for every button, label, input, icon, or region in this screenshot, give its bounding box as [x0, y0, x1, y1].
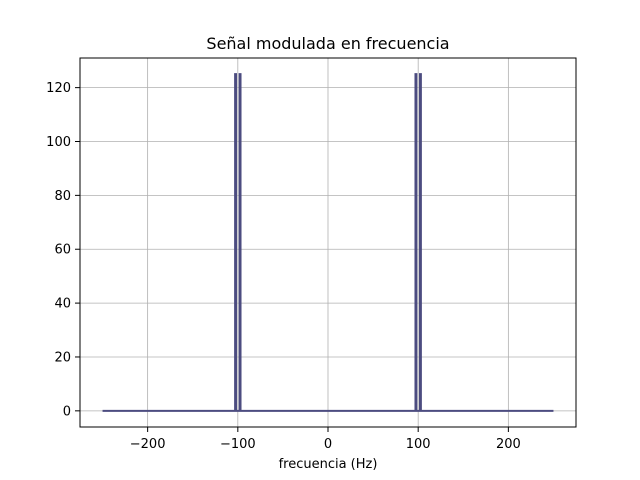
x-tick-label: 0	[324, 437, 332, 452]
y-tick-label: 120	[46, 81, 71, 96]
y-tick-label: 80	[54, 189, 71, 204]
x-tick-label: 100	[406, 437, 431, 452]
x-tick-label: 200	[496, 437, 521, 452]
chart-title: Señal modulada en frecuencia	[206, 34, 449, 53]
y-tick-label: 60	[54, 243, 71, 258]
grid	[80, 58, 576, 427]
y-tick-label: 0	[63, 404, 71, 419]
y-tick-label: 100	[46, 135, 71, 150]
x-axis-label: frecuencia (Hz)	[279, 457, 378, 472]
y-tick-label: 40	[54, 297, 71, 312]
series-layer	[102, 73, 554, 412]
x-tick-label: −200	[130, 437, 166, 452]
series-line	[102, 73, 554, 412]
y-tick-label: 20	[54, 350, 71, 365]
ticks: −200 −100 0 100 200 0 20 40 60 80 100 120	[46, 81, 521, 452]
x-tick-label: −100	[220, 437, 256, 452]
